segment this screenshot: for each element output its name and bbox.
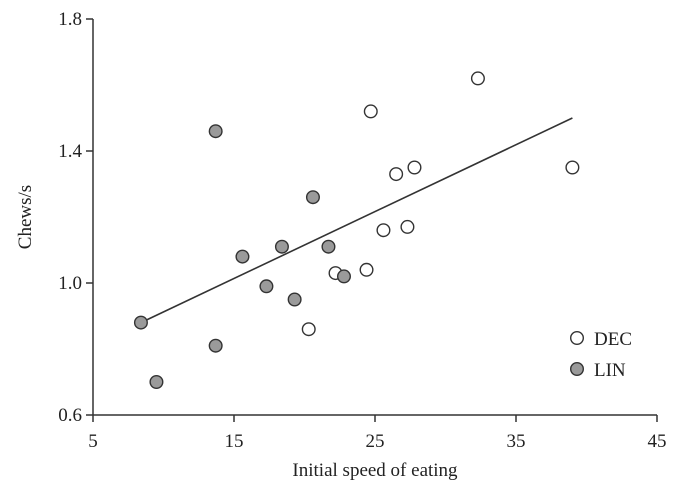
x-axis-label: Initial speed of eating (292, 460, 458, 481)
axis-ticks: 5 15 25 35 45 0.6 1.0 1.4 1.8 (58, 9, 666, 452)
y-tick-label: 1.0 (58, 273, 82, 294)
data-point-lin (287, 292, 302, 307)
data-point-dec (301, 322, 316, 337)
data-point-lin (321, 239, 336, 254)
x-tick-label: 15 (225, 431, 244, 452)
data-point-dec (359, 262, 374, 277)
legend: DEC LIN (570, 329, 632, 381)
data-point-lin (208, 338, 223, 353)
legend-marker-lin (570, 362, 585, 377)
data-point-lin (235, 249, 250, 264)
axes (92, 19, 657, 416)
data-point-lin (133, 315, 148, 330)
trendline-group (140, 117, 573, 324)
data-point-dec (400, 219, 415, 234)
x-tick-label: 5 (88, 431, 98, 452)
data-point-lin (149, 375, 164, 390)
data-point-dec (376, 223, 391, 238)
legend-marker-dec (570, 331, 585, 346)
y-tick-label: 1.8 (58, 9, 82, 30)
data-point-lin (259, 279, 274, 294)
y-tick-label: 0.6 (58, 405, 82, 426)
data-point-lin (208, 124, 223, 139)
data-point-dec (470, 71, 485, 86)
y-axis-label: Chews/s (15, 185, 36, 249)
legend-label-lin: LIN (594, 360, 626, 381)
legend-label-dec: DEC (594, 329, 632, 350)
y-tick-label: 1.4 (58, 141, 82, 162)
x-tick-label: 25 (366, 431, 385, 452)
x-tick-label: 35 (507, 431, 526, 452)
data-point-dec (363, 104, 378, 119)
data-point-dec (407, 160, 422, 175)
data-point-dec (389, 167, 404, 182)
data-point-lin (274, 239, 289, 254)
trend-line (140, 117, 573, 324)
data-point-lin (305, 190, 320, 205)
data-point-dec (565, 160, 580, 175)
data-point-lin (336, 269, 351, 284)
x-tick-label: 45 (648, 431, 667, 452)
data-points (133, 71, 580, 390)
